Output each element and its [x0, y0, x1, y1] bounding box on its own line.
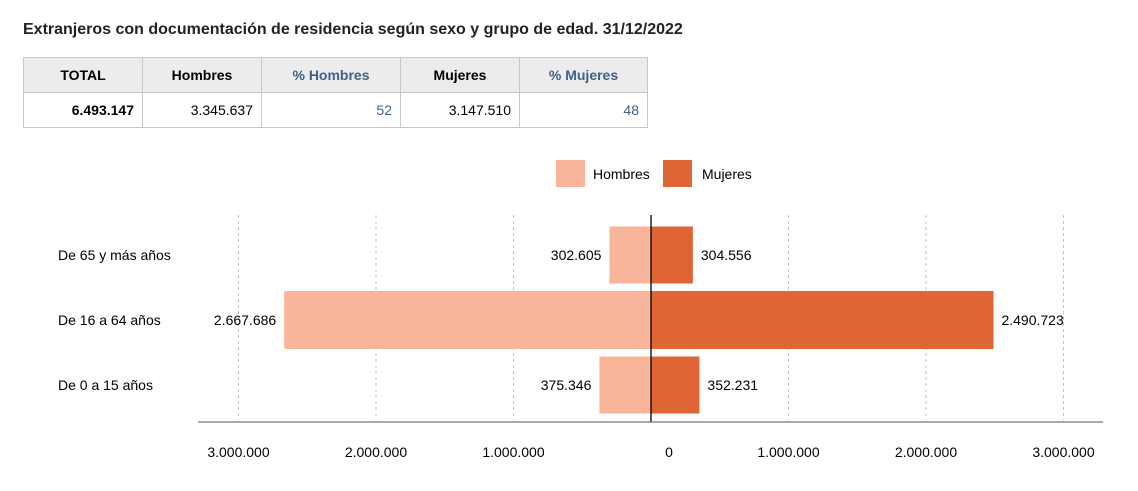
value-total: 6.493.147 [23, 92, 143, 128]
value-pct-mujeres: 48 [519, 92, 648, 128]
value-label-mujeres: 304.556 [701, 247, 752, 263]
chart-title: Extranjeros con documentación de residen… [23, 21, 683, 38]
bar-hombres [609, 226, 651, 284]
x-tick-label: 2.000.000 [345, 444, 407, 460]
value-label-mujeres: 352.231 [707, 377, 758, 393]
header-mujeres: Mujeres [400, 57, 520, 93]
summary-header-row: TOTAL Hombres % Hombres Mujeres % Mujere… [23, 57, 648, 93]
bar-mujeres [651, 291, 994, 349]
legend-swatch-hombres [556, 160, 585, 187]
category-label: De 65 y más años [58, 247, 171, 263]
bar-mujeres [651, 226, 693, 284]
bar-hombres [284, 291, 651, 349]
category-label: De 16 a 64 años [58, 312, 161, 328]
bar-mujeres [651, 356, 700, 414]
x-tick-label: 1.000.000 [482, 444, 544, 460]
x-tick-label: 3.000.000 [207, 444, 269, 460]
legend-label-hombres: Hombres [593, 166, 650, 182]
value-mujeres: 3.147.510 [400, 92, 520, 128]
x-tick-label: 2.000.000 [895, 444, 957, 460]
bar-hombres [599, 356, 651, 414]
value-label-hombres: 2.667.686 [214, 312, 276, 328]
value-pct-hombres: 52 [261, 92, 401, 128]
value-hombres: 3.345.637 [142, 92, 262, 128]
summary-table: TOTAL Hombres % Hombres Mujeres % Mujere… [23, 57, 648, 128]
legend-swatch-mujeres [663, 160, 692, 187]
value-label-hombres: 302.605 [551, 247, 602, 263]
value-label-mujeres: 2.490.723 [1001, 312, 1063, 328]
category-label: De 0 a 15 años [58, 377, 153, 393]
value-label-hombres: 375.346 [541, 377, 592, 393]
x-tick-label: 3.000.000 [1032, 444, 1094, 460]
header-pct-hombres: % Hombres [261, 57, 401, 93]
header-pct-mujeres: % Mujeres [519, 57, 648, 93]
legend-label-mujeres: Mujeres [702, 166, 752, 182]
summary-value-row: 6.493.147 3.345.637 52 3.147.510 48 [23, 92, 648, 128]
x-tick-label: 0 [665, 444, 673, 460]
header-hombres: Hombres [142, 57, 262, 93]
x-tick-label: 1.000.000 [757, 444, 819, 460]
